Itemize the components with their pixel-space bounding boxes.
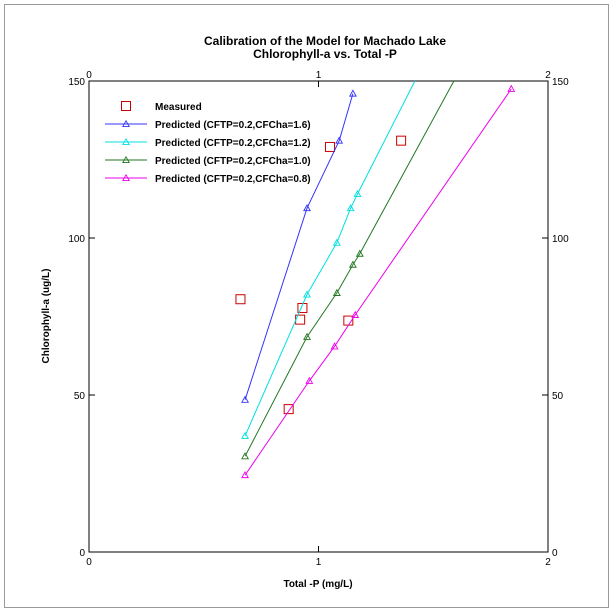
top-x-tick-label: 2 — [545, 70, 551, 81]
data-point — [332, 288, 341, 296]
data-point — [283, 404, 294, 415]
chart-subtitle: Chlorophyll-a vs. Total -P — [253, 47, 397, 61]
right-y-tick-label: 0 — [552, 548, 558, 559]
legend: Measured Predicted (CFTP=0.2,CFCha=1.6) Pr… — [105, 101, 311, 185]
legend-swatch-marker — [121, 101, 131, 111]
y-tick-label: 150 — [68, 77, 85, 88]
legend-swatch-marker — [122, 119, 130, 128]
data-point — [507, 84, 516, 92]
data-point — [353, 189, 362, 198]
legend-label: Predicted (CFTP=0.2,CFCha=1.6) — [155, 120, 311, 131]
y-tick-label: 50 — [74, 391, 86, 402]
y-tick-label: 100 — [68, 234, 85, 245]
data-point — [348, 89, 357, 97]
series-line — [244, 93, 354, 400]
data-point — [335, 136, 344, 144]
data-point — [355, 249, 364, 257]
y-axis-title: Chlorophyll-a (ug/L) — [41, 269, 52, 364]
top-x-tick-label: 0 — [86, 70, 92, 81]
data-point — [235, 294, 246, 305]
legend-label: Predicted (CFTP=0.2,CFCha=1.0) — [155, 156, 311, 167]
series-1 — [241, 89, 357, 403]
top-x-tick-label: 1 — [316, 70, 322, 81]
plot-area — [88, 80, 549, 553]
series-line — [244, 80, 455, 457]
data-point — [348, 260, 357, 268]
data-point — [241, 431, 250, 439]
series-line — [244, 80, 416, 437]
legend-swatch-marker — [122, 155, 130, 164]
data-point — [241, 395, 250, 403]
series-2 — [241, 80, 416, 439]
data-point — [303, 290, 311, 298]
chart: Calibration of the Model for Machado Lak… — [41, 34, 569, 590]
right-y-tick-label: 50 — [552, 391, 564, 402]
data-point — [332, 238, 341, 246]
legend-label: Predicted (CFTP=0.2,CFCha=1.2) — [155, 138, 311, 149]
legend-label: Predicted (CFTP=0.2,CFCha=0.8) — [155, 174, 311, 185]
series-line — [244, 88, 512, 476]
chart-title: Calibration of the Model for Machado Lak… — [204, 34, 446, 48]
series-3 — [241, 80, 455, 460]
legend-item: Predicted (CFTP=0.2,CFCha=0.8) — [105, 173, 311, 185]
data-point — [396, 135, 407, 146]
x-tick-label: 0 — [86, 557, 92, 568]
data-point — [346, 204, 355, 212]
legend-swatch-marker — [122, 173, 130, 182]
right-y-tick-label: 150 — [552, 77, 569, 88]
data-point — [324, 141, 335, 152]
data-point — [241, 470, 250, 479]
legend-item: Predicted (CFTP=0.2,CFCha=1.2) — [105, 137, 311, 149]
data-point — [303, 204, 311, 212]
legend-item: Predicted (CFTP=0.2,CFCha=1.0) — [105, 155, 311, 167]
series-4 — [241, 84, 516, 479]
data-point — [303, 332, 311, 340]
x-tick-label: 2 — [545, 557, 551, 568]
legend-item: Predicted (CFTP=0.2,CFCha=1.6) — [105, 119, 311, 131]
data-point — [330, 342, 339, 350]
data-point — [305, 376, 314, 384]
legend-item: Measured — [121, 101, 202, 113]
x-axis-title: Total -P (mg/L) — [283, 579, 352, 590]
legend-swatch-marker — [122, 137, 130, 146]
y-tick-label: 0 — [79, 548, 85, 559]
chart-frame: Calibration of the Model for Machado Lak… — [4, 4, 609, 608]
right-y-tick-label: 100 — [552, 234, 569, 245]
x-tick-label: 1 — [316, 557, 322, 568]
legend-label: Measured — [155, 102, 202, 113]
data-point — [351, 310, 360, 318]
data-point — [297, 303, 308, 314]
series-layer — [235, 80, 516, 479]
data-point — [241, 452, 250, 460]
